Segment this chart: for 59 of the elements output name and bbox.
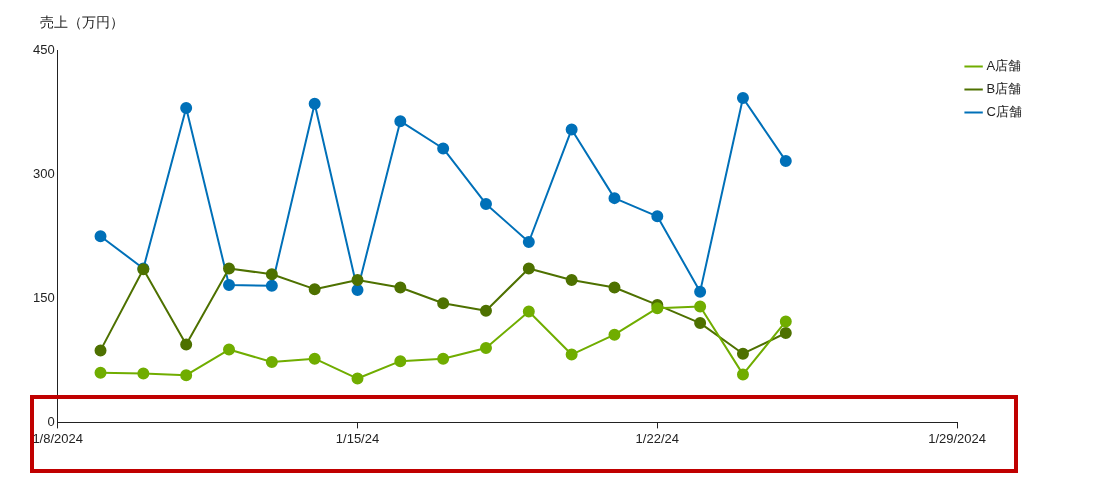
- point: [694, 300, 707, 313]
- point: [308, 352, 321, 365]
- point: [180, 369, 193, 382]
- point: [608, 192, 621, 205]
- point: [223, 262, 236, 275]
- y-tick-label: 450: [32, 41, 55, 57]
- point: [223, 343, 236, 356]
- y-axis-title: 売上（万円）: [40, 14, 124, 32]
- point: [437, 142, 450, 155]
- y-tick-label: 300: [32, 165, 55, 181]
- legend-label: A店舗: [986, 58, 1022, 74]
- point: [694, 285, 707, 298]
- point: [180, 338, 193, 351]
- point: [736, 347, 749, 360]
- point: [565, 274, 578, 287]
- point: [736, 92, 749, 104]
- point: [437, 352, 450, 365]
- point: [437, 297, 450, 310]
- point: [94, 366, 107, 379]
- point: [522, 262, 535, 275]
- point: [351, 372, 364, 385]
- legend-label: C店舗: [986, 104, 1022, 120]
- point: [265, 268, 278, 281]
- point: [522, 235, 535, 248]
- point: [137, 367, 150, 380]
- point: [736, 368, 749, 381]
- point: [394, 115, 407, 128]
- point: [394, 355, 407, 368]
- y-tick-label: 0: [47, 413, 55, 429]
- point: [565, 123, 578, 136]
- x-tick-label: 1/8/2024: [32, 430, 83, 446]
- point: [694, 317, 707, 330]
- point: [265, 355, 278, 368]
- legend-label: B店舗: [986, 81, 1022, 97]
- x-tick-label: 1/15/24: [335, 430, 380, 446]
- point: [351, 274, 364, 287]
- x-tick-label: 1/22/24: [635, 430, 679, 446]
- point: [522, 305, 535, 318]
- point: [779, 327, 792, 340]
- point: [779, 315, 792, 328]
- point: [479, 304, 492, 317]
- point: [94, 230, 107, 243]
- point: [180, 101, 193, 114]
- point: [223, 279, 236, 292]
- y-tick-label: 150: [32, 289, 55, 305]
- point: [608, 328, 621, 341]
- point: [308, 283, 321, 296]
- point: [565, 348, 578, 361]
- point: [651, 302, 664, 315]
- point: [265, 279, 278, 292]
- point: [308, 97, 321, 110]
- point: [651, 210, 664, 223]
- point: [394, 281, 407, 294]
- x-tick-label: 1/29/2024: [928, 430, 987, 446]
- point: [608, 281, 621, 294]
- point: [479, 341, 492, 354]
- point: [94, 344, 107, 357]
- point: [479, 197, 492, 210]
- point: [779, 154, 792, 167]
